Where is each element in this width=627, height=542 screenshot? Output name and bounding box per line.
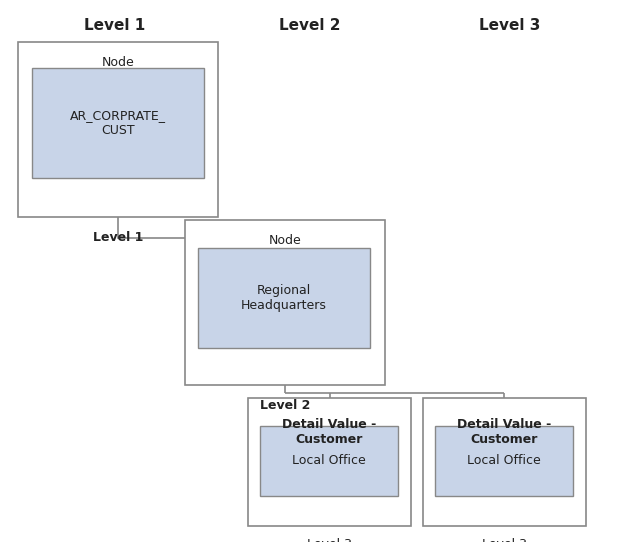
Text: AR_CORPRATE_
CUST: AR_CORPRATE_ CUST bbox=[70, 109, 166, 137]
Text: Level 1: Level 1 bbox=[93, 231, 143, 244]
Text: Node: Node bbox=[102, 56, 134, 69]
Bar bbox=[18, 42, 218, 217]
Bar bbox=[248, 398, 411, 526]
Bar bbox=[260, 426, 398, 496]
Text: Node: Node bbox=[268, 234, 302, 247]
Text: Local Office: Local Office bbox=[467, 455, 541, 468]
Text: Detail Value -
Customer: Detail Value - Customer bbox=[282, 418, 377, 446]
Bar bbox=[185, 220, 385, 385]
Text: Level 2: Level 2 bbox=[279, 18, 340, 33]
Bar bbox=[423, 398, 586, 526]
Text: Level 3: Level 3 bbox=[482, 538, 527, 542]
Text: Detail Value -
Customer: Detail Value - Customer bbox=[457, 418, 552, 446]
Text: Regional
Headquarters: Regional Headquarters bbox=[241, 284, 327, 312]
Text: Level 3: Level 3 bbox=[307, 538, 352, 542]
Text: Level 1: Level 1 bbox=[85, 18, 145, 33]
Text: Level 2: Level 2 bbox=[260, 399, 310, 412]
Bar bbox=[32, 68, 204, 178]
Bar bbox=[198, 248, 370, 348]
Text: Local Office: Local Office bbox=[292, 455, 366, 468]
Text: Level 3: Level 3 bbox=[479, 18, 540, 33]
Bar bbox=[435, 426, 573, 496]
